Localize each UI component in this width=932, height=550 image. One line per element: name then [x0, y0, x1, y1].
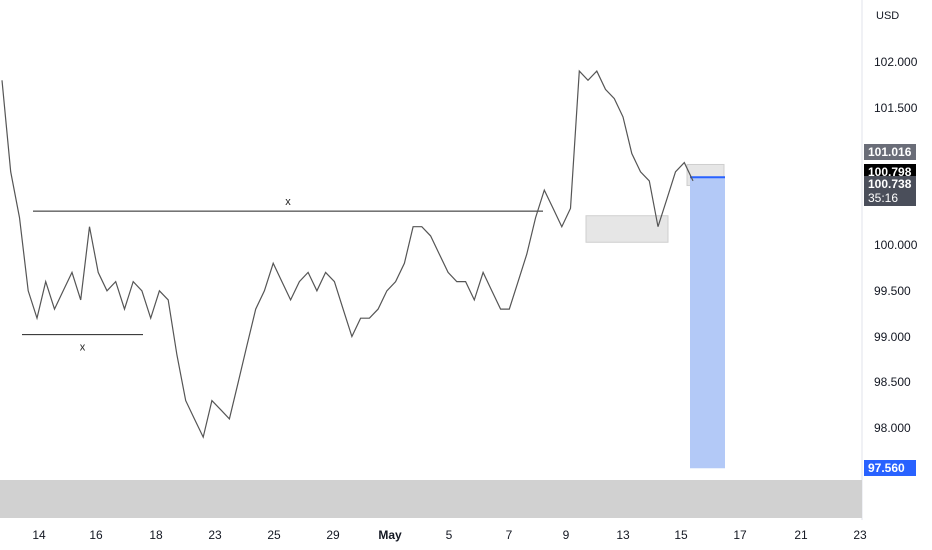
- x-tick-label: 17: [733, 528, 747, 542]
- x-tick-label: May: [378, 528, 402, 542]
- price-tag: 100.738 35:16: [864, 176, 916, 207]
- y-tick-label: 98.000: [874, 421, 911, 435]
- bottom-zone: [0, 480, 862, 518]
- level-marker-label: x: [80, 342, 86, 354]
- supply-demand-zone[interactable]: [585, 215, 669, 243]
- y-tick-label: 99.000: [874, 329, 911, 344]
- x-tick-label: 25: [267, 528, 281, 542]
- y-tick-label: 100.000: [874, 238, 918, 252]
- y-tick-label: 99.500: [874, 283, 911, 298]
- x-tick-label: 21: [794, 528, 808, 542]
- y-tick-label: 101.500: [874, 100, 918, 115]
- x-tick-label: 18: [149, 528, 163, 542]
- x-tick-label: 9: [562, 528, 570, 542]
- x-tick-label: 5: [445, 528, 453, 542]
- x-tick-label: 16: [89, 528, 103, 542]
- target-projection-box[interactable]: [690, 177, 725, 469]
- price-tag: 101.016: [864, 144, 916, 161]
- x-tick-label: 23: [853, 528, 867, 542]
- level-marker-label: x: [285, 196, 291, 208]
- x-tick-label: 15: [674, 528, 688, 542]
- price-series-line: [1, 69, 694, 439]
- price-tag: 97.560: [864, 460, 916, 477]
- x-tick-label: 23: [208, 528, 222, 542]
- y-tick-label: 102.000: [874, 55, 918, 69]
- y-tick-label: 98.500: [874, 375, 911, 390]
- x-tick-label: 29: [326, 528, 340, 542]
- currency-label[interactable]: USD: [876, 10, 900, 22]
- x-tick-label: 13: [616, 528, 630, 542]
- x-tick-label: 7: [505, 528, 513, 542]
- x-tick-label: 14: [32, 528, 46, 542]
- price-tag: 100.798: [864, 163, 916, 180]
